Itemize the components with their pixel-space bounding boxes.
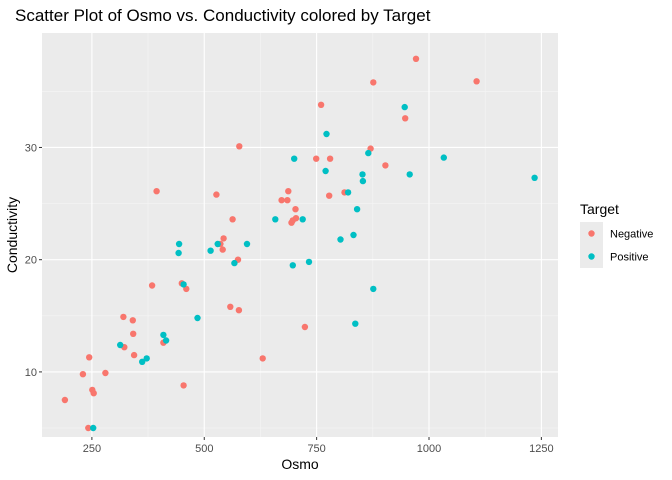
- point-negative: [120, 313, 127, 321]
- y-tick-label: 30: [25, 142, 37, 154]
- x-axis-ticks: 250 500 750 1000 1250: [83, 437, 554, 455]
- point-positive: [370, 285, 377, 293]
- point-negative: [301, 323, 309, 331]
- x-tick-label: 1000: [417, 443, 441, 455]
- point-negative: [292, 215, 300, 222]
- point-negative: [130, 330, 137, 337]
- point-negative: [235, 307, 243, 314]
- x-tick-label: 750: [307, 443, 325, 455]
- point-positive: [440, 154, 447, 161]
- point-negative: [90, 390, 97, 397]
- point-negative: [130, 351, 138, 359]
- x-tick-label: 500: [195, 443, 213, 455]
- chart-title: Scatter Plot of Osmo vs. Conductivity co…: [15, 6, 431, 25]
- point-negative: [317, 101, 325, 109]
- point-positive: [365, 149, 372, 157]
- point-negative: [227, 303, 234, 310]
- point-positive: [180, 281, 187, 288]
- point-negative: [236, 143, 243, 150]
- legend: Target Negative Positive: [580, 201, 653, 268]
- y-tick-label: 10: [25, 367, 37, 379]
- point-positive: [243, 240, 251, 248]
- point-negative: [180, 382, 187, 389]
- point-negative: [86, 354, 93, 361]
- point-positive: [359, 171, 366, 178]
- point-positive: [175, 249, 182, 257]
- minor-gridlines: [42, 33, 558, 437]
- point-negative: [61, 396, 69, 404]
- point-negative: [370, 79, 377, 86]
- x-tick-label: 250: [83, 443, 101, 455]
- x-tick-label: 1250: [529, 443, 553, 455]
- point-positive: [305, 258, 313, 266]
- point-positive: [359, 177, 367, 185]
- point-positive: [117, 341, 124, 349]
- data-points: [61, 55, 538, 432]
- point-negative: [213, 191, 220, 198]
- point-positive: [207, 247, 214, 254]
- point-negative: [412, 55, 420, 62]
- y-axis-title: Conductivity: [4, 197, 20, 273]
- point-negative: [278, 197, 285, 204]
- point-positive: [353, 206, 361, 213]
- legend-marker-negative: [588, 230, 595, 237]
- point-positive: [160, 331, 167, 339]
- point-negative: [402, 115, 409, 122]
- point-negative: [229, 216, 236, 223]
- point-positive: [289, 262, 296, 269]
- x-axis-title: Osmo: [281, 456, 319, 472]
- point-positive: [272, 216, 279, 223]
- point-negative: [292, 206, 299, 213]
- legend-title: Target: [580, 201, 619, 217]
- point-negative: [129, 317, 136, 324]
- point-negative: [153, 188, 160, 195]
- point-negative: [285, 188, 292, 195]
- point-negative: [148, 282, 156, 289]
- y-axis-ticks: 10 20 30: [25, 142, 42, 379]
- point-positive: [143, 355, 150, 362]
- point-negative: [259, 355, 266, 362]
- point-negative: [473, 78, 480, 85]
- point-positive: [322, 167, 329, 175]
- point-positive: [344, 189, 352, 196]
- point-negative: [102, 369, 109, 377]
- legend-label-negative: Negative: [610, 229, 653, 241]
- point-negative: [313, 155, 320, 162]
- point-positive: [175, 240, 183, 248]
- point-positive: [90, 424, 97, 432]
- point-negative: [284, 197, 291, 204]
- point-positive: [337, 236, 344, 243]
- point-negative: [219, 246, 226, 253]
- point-positive: [406, 171, 413, 178]
- legend-label-positive: Positive: [610, 252, 649, 264]
- point-positive: [139, 358, 146, 365]
- point-positive: [214, 240, 221, 248]
- point-negative: [382, 162, 389, 169]
- point-negative: [326, 192, 333, 199]
- point-negative: [79, 371, 87, 378]
- point-positive: [350, 231, 357, 239]
- point-positive: [299, 216, 306, 223]
- legend-marker-positive: [588, 253, 595, 260]
- plot-panel: [42, 33, 558, 437]
- y-tick-label: 20: [25, 255, 37, 267]
- point-positive: [291, 155, 298, 162]
- point-negative: [220, 235, 227, 242]
- point-positive: [162, 337, 170, 344]
- point-positive: [323, 130, 330, 138]
- point-positive: [531, 174, 538, 181]
- point-positive: [194, 314, 201, 322]
- point-positive: [352, 320, 359, 327]
- point-negative: [85, 424, 92, 432]
- point-positive: [231, 259, 238, 267]
- major-gridlines: [42, 33, 558, 437]
- point-negative: [326, 155, 334, 162]
- point-positive: [401, 103, 408, 111]
